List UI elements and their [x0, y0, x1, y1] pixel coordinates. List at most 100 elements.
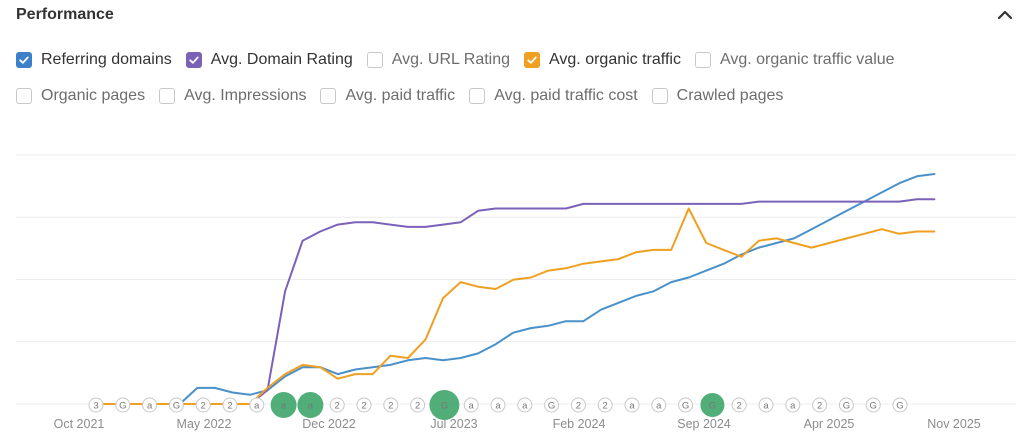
timeline-marker [168, 397, 184, 413]
metric-option-referring-domains[interactable]: Referring domains [16, 51, 172, 69]
checkmark-icon [527, 56, 537, 64]
metric-options-row-2: Organic pages Avg. Impressions Avg. paid t… [16, 78, 1016, 114]
timeline-marker-large [700, 393, 725, 417]
checkbox[interactable] [524, 52, 541, 68]
timeline-marker [678, 397, 694, 413]
timeline-marker-label: 2 [201, 400, 206, 411]
timeline-marker [142, 397, 158, 413]
x-tick-label: Jul 2023 [430, 417, 477, 431]
metric-option-avg-domain-rating[interactable]: Avg. Domain Rating [185, 51, 353, 69]
timeline-marker [624, 397, 640, 413]
timeline-marker-label: a [656, 400, 662, 411]
metric-options-row-1: Referring domains Avg. Domain Rating Avg. … [16, 42, 1016, 78]
metric-option-label: Avg. paid traffic [345, 87, 456, 104]
timeline-marker [785, 397, 801, 413]
timeline-marker [758, 397, 774, 413]
timeline-marker-label: a [522, 400, 528, 411]
timeline-marker-label: 2 [415, 400, 420, 411]
timeline-marker [463, 397, 479, 413]
metric-option-label: Avg. paid traffic cost [494, 87, 638, 104]
timeline-marker-label: 2 [335, 400, 340, 411]
timeline-marker-label: G [548, 400, 555, 411]
x-tick-label: Sep 2024 [677, 417, 731, 431]
performance-chart: Oct 2021 May 2022 Dec 2022 Jul 2023 Feb 2024… [16, 154, 1016, 431]
timeline-marker-label: 2 [227, 400, 232, 411]
timeline-marker [356, 397, 372, 413]
timeline-marker [570, 397, 586, 413]
checkbox[interactable] [185, 52, 202, 68]
metric-options: Referring domains Avg. Domain Rating Avg. … [16, 42, 1016, 114]
timeline-marker [222, 397, 238, 413]
metric-option-label: Organic pages [41, 87, 146, 104]
timeline-marker-label: 2 [576, 400, 581, 411]
timeline-marker-label: a [281, 400, 287, 411]
timeline-marker-label: G [870, 400, 877, 411]
timeline-marker [490, 397, 506, 413]
metric-option-label: Avg. organic traffic value [719, 51, 895, 68]
timeline-marker-label: 2 [361, 400, 366, 411]
metric-option-avg-paid-traffic[interactable]: Avg. paid traffic [320, 87, 455, 105]
timeline-marker [892, 397, 908, 413]
timeline-marker-label: a [308, 400, 314, 411]
checkbox[interactable] [320, 88, 337, 104]
timeline-marker [249, 397, 265, 413]
chevron-up-icon[interactable] [994, 4, 1016, 26]
x-tick-label: Feb 2024 [553, 417, 606, 431]
timeline-marker-label: 2 [603, 400, 608, 411]
timeline-marker [115, 397, 131, 413]
timeline-marker-label: G [119, 400, 126, 411]
checkbox[interactable] [159, 88, 176, 104]
metric-option-label: Avg. Domain Rating [210, 51, 353, 68]
metric-option-avg-organic-traffic[interactable]: Avg. organic traffic [524, 51, 681, 69]
metric-option-label: Avg. organic traffic [549, 51, 681, 68]
metric-option-avg-organic-traffic-value[interactable]: Avg. organic traffic value [694, 51, 895, 69]
checkmark-icon [189, 56, 199, 64]
timeline-marker [651, 397, 667, 413]
timeline-marker-label: 2 [817, 400, 822, 411]
series-line-referring-domains [91, 173, 936, 405]
timeline-marker-label: 3 [93, 400, 98, 411]
metric-option-avg-url-rating[interactable]: Avg. URL Rating [366, 51, 510, 69]
timeline-marker-label: G [843, 400, 850, 411]
timeline-marker-label: a [763, 400, 769, 411]
timeline-marker-label: 2 [737, 400, 742, 411]
panel-title: Performance [16, 6, 114, 23]
timeline-marker-label: G [441, 400, 448, 411]
timeline-marker-label: a [790, 400, 796, 411]
timeline-marker-label: G [682, 400, 689, 411]
timeline-marker [383, 397, 399, 413]
checkbox[interactable] [16, 88, 32, 104]
checkbox[interactable] [651, 88, 668, 104]
checkbox[interactable] [16, 52, 32, 68]
timeline-marker-label: a [629, 400, 635, 411]
x-tick-label: Dec 2022 [302, 417, 356, 431]
timeline-marker-large [297, 392, 324, 418]
timeline-marker [517, 397, 533, 413]
timeline-marker [838, 397, 854, 413]
checkbox[interactable] [469, 88, 486, 104]
timeline-marker [329, 397, 345, 413]
x-tick-label: May 2022 [177, 417, 232, 431]
checkbox[interactable] [694, 52, 711, 68]
timeline-marker-label: G [896, 400, 903, 411]
timeline-marker [410, 397, 426, 413]
timeline-marker-label: a [469, 400, 475, 411]
metric-option-label: Referring domains [41, 51, 172, 68]
metric-option-crawled-pages[interactable]: Crawled pages [651, 87, 783, 105]
timeline-marker [195, 397, 211, 413]
panel-header: Performance [16, 4, 1016, 26]
timeline-marker-label: 2 [388, 400, 393, 411]
x-tick-label: Oct 2021 [54, 417, 105, 431]
timeline-marker-label: a [147, 400, 153, 411]
timeline-marker-label: G [173, 400, 180, 411]
series-line-avg-organic-traffic [91, 207, 936, 405]
x-tick-label: Nov 2025 [927, 417, 981, 431]
metric-option-avg-impressions[interactable]: Avg. Impressions [159, 87, 306, 105]
x-tick-label: Apr 2025 [804, 417, 855, 431]
timeline-marker [812, 397, 828, 413]
checkmark-icon [19, 56, 29, 64]
metric-option-organic-pages[interactable]: Organic pages [16, 87, 145, 105]
metric-option-avg-paid-traffic-cost[interactable]: Avg. paid traffic cost [469, 87, 638, 105]
timeline-marker [731, 397, 747, 413]
checkbox[interactable] [366, 52, 383, 68]
